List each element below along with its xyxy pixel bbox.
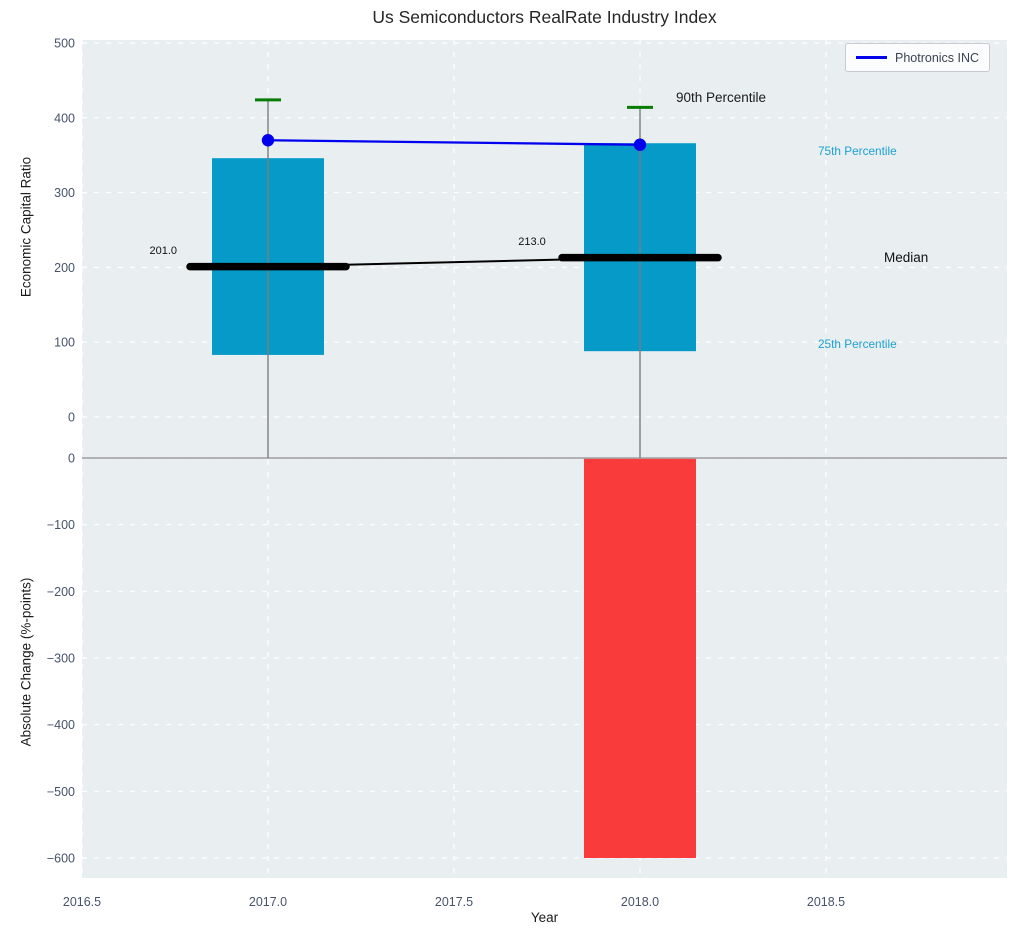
bottom-y-tick-label: −200 [47,585,75,599]
bottom-y-tick-label: −500 [47,785,75,799]
bottom-y-tick-label: −100 [47,518,75,532]
annotation-median-value-2017: 201.0 [149,245,177,257]
legend: Photronics INC [845,43,991,72]
legend-label: Photronics INC [895,50,980,65]
company-line [267,139,641,146]
x-tick-label: 2018.0 [621,895,659,909]
top-y-tick-label: 400 [54,111,75,125]
change-bar [584,458,696,858]
bottom-y-tick-label: 0 [68,452,75,466]
annotation-25th-percentile: 25th Percentile [818,337,897,351]
annotation-75th-percentile: 75th Percentile [818,144,897,158]
top-y-tick-label: 200 [54,261,75,275]
legend-line-swatch [856,56,887,59]
top-y-tick-label: 100 [54,336,75,350]
top-y-tick-label: 300 [54,186,75,200]
x-axis-label: Year [530,910,559,925]
top-y-tick-label: 500 [54,37,75,51]
annotation-median: Median [884,250,929,265]
top-y-tick-label: 0 [68,411,75,425]
bottom-y-tick-label: −600 [47,852,75,866]
company-point [261,134,275,147]
bottom-y-tick-label: −300 [47,652,75,666]
company-point [633,138,647,151]
annotation-median-value-2018: 213.0 [518,236,546,248]
bottom-y-axis-label: Absolute Change (%-points) [18,577,34,747]
top-y-axis-label: Economic Capital Ratio [18,156,34,298]
x-tick-label: 2017.0 [249,895,287,909]
x-tick-label: 2017.5 [435,895,473,909]
x-tick-label: 2016.5 [63,895,101,909]
chart-title: Us Semiconductors RealRate Industry Inde… [372,7,717,27]
annotation-90th-percentile: 90th Percentile [676,90,767,105]
bottom-y-tick-label: −400 [47,718,75,732]
x-tick-label: 2018.5 [807,895,845,909]
